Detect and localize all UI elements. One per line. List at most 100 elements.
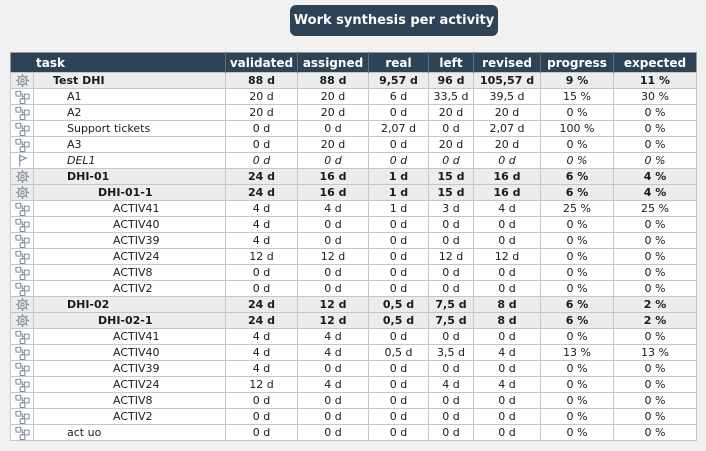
validated-value-cell: 24 d bbox=[225, 168, 298, 185]
progress-value-cell: 0 % bbox=[540, 328, 614, 345]
task-name-cell: act uo bbox=[33, 424, 226, 441]
sitemap-icon bbox=[10, 200, 34, 217]
progress-value-cell: 0 % bbox=[540, 248, 614, 265]
column-header-revised: revised bbox=[473, 52, 541, 73]
real-value-cell: 0 d bbox=[368, 424, 429, 441]
left-value-cell: 15 d bbox=[428, 168, 474, 185]
progress-value-cell: 0 % bbox=[540, 280, 614, 297]
revised-value-cell: 0 d bbox=[473, 280, 541, 297]
assigned-value-cell: 12 d bbox=[297, 296, 369, 313]
task-name-cell: ACTIV39 bbox=[33, 360, 226, 377]
left-value-cell: 0 d bbox=[428, 408, 474, 425]
left-value-cell: 0 d bbox=[428, 120, 474, 137]
left-value-cell: 33,5 d bbox=[428, 88, 474, 105]
validated-value-cell: 4 d bbox=[225, 344, 298, 361]
revised-value-cell: 4 d bbox=[473, 376, 541, 393]
left-value-cell: 4 d bbox=[428, 376, 474, 393]
column-header-left: left bbox=[428, 52, 474, 73]
sitemap-icon bbox=[10, 216, 34, 233]
task-name-cell: ACTIV2 bbox=[33, 280, 226, 297]
left-value-cell: 20 d bbox=[428, 136, 474, 153]
sitemap-icon bbox=[10, 264, 34, 281]
left-value-cell: 0 d bbox=[428, 264, 474, 281]
task-name-cell: ACTIV41 bbox=[33, 328, 226, 345]
real-value-cell: 0 d bbox=[368, 232, 429, 249]
progress-value-cell: 0 % bbox=[540, 136, 614, 153]
revised-value-cell: 0 d bbox=[473, 232, 541, 249]
sitemap-icon bbox=[10, 232, 34, 249]
column-header-real: real bbox=[368, 52, 429, 73]
sitemap-icon bbox=[10, 88, 34, 105]
task-name-cell: A3 bbox=[33, 136, 226, 153]
real-value-cell: 0 d bbox=[368, 376, 429, 393]
gear-icon bbox=[10, 296, 34, 313]
validated-value-cell: 24 d bbox=[225, 184, 298, 201]
real-value-cell: 0 d bbox=[368, 408, 429, 425]
revised-value-cell: 0 d bbox=[473, 360, 541, 377]
task-name-cell: ACTIV40 bbox=[33, 344, 226, 361]
expected-value-cell: 0 % bbox=[613, 264, 697, 281]
sitemap-icon bbox=[10, 328, 34, 345]
column-header-expected: expected bbox=[613, 52, 697, 73]
validated-value-cell: 20 d bbox=[225, 88, 298, 105]
column-header-assigned: assigned bbox=[297, 52, 369, 73]
task-name-cell: DHI-02-1 bbox=[33, 312, 226, 329]
validated-value-cell: 0 d bbox=[225, 152, 298, 169]
real-value-cell: 9,57 d bbox=[368, 72, 429, 89]
validated-value-cell: 0 d bbox=[225, 264, 298, 281]
task-name-cell: ACTIV40 bbox=[33, 216, 226, 233]
expected-value-cell: 4 % bbox=[613, 168, 697, 185]
sitemap-icon bbox=[10, 408, 34, 425]
left-value-cell: 0 d bbox=[428, 360, 474, 377]
left-value-cell: 0 d bbox=[428, 424, 474, 441]
validated-value-cell: 0 d bbox=[225, 408, 298, 425]
task-name-cell: DHI-01-1 bbox=[33, 184, 226, 201]
assigned-value-cell: 4 d bbox=[297, 344, 369, 361]
task-name-cell: ACTIV8 bbox=[33, 392, 226, 409]
revised-value-cell: 16 d bbox=[473, 168, 541, 185]
assigned-value-cell: 4 d bbox=[297, 328, 369, 345]
left-value-cell: 15 d bbox=[428, 184, 474, 201]
section-title-work-synthesis[interactable]: Work synthesis per activity bbox=[290, 5, 498, 36]
gear-icon bbox=[10, 72, 34, 89]
progress-value-cell: 13 % bbox=[540, 344, 614, 361]
progress-value-cell: 6 % bbox=[540, 184, 614, 201]
sitemap-icon bbox=[10, 248, 34, 265]
real-value-cell: 1 d bbox=[368, 200, 429, 217]
real-value-cell: 0 d bbox=[368, 360, 429, 377]
expected-value-cell: 25 % bbox=[613, 200, 697, 217]
progress-value-cell: 0 % bbox=[540, 360, 614, 377]
sitemap-icon bbox=[10, 392, 34, 409]
left-value-cell: 3 d bbox=[428, 200, 474, 217]
progress-value-cell: 15 % bbox=[540, 88, 614, 105]
gear-icon bbox=[10, 312, 34, 329]
expected-value-cell: 2 % bbox=[613, 312, 697, 329]
validated-value-cell: 24 d bbox=[225, 296, 298, 313]
task-name-cell: ACTIV24 bbox=[33, 376, 226, 393]
expected-value-cell: 11 % bbox=[613, 72, 697, 89]
task-name-cell: ACTIV41 bbox=[33, 200, 226, 217]
